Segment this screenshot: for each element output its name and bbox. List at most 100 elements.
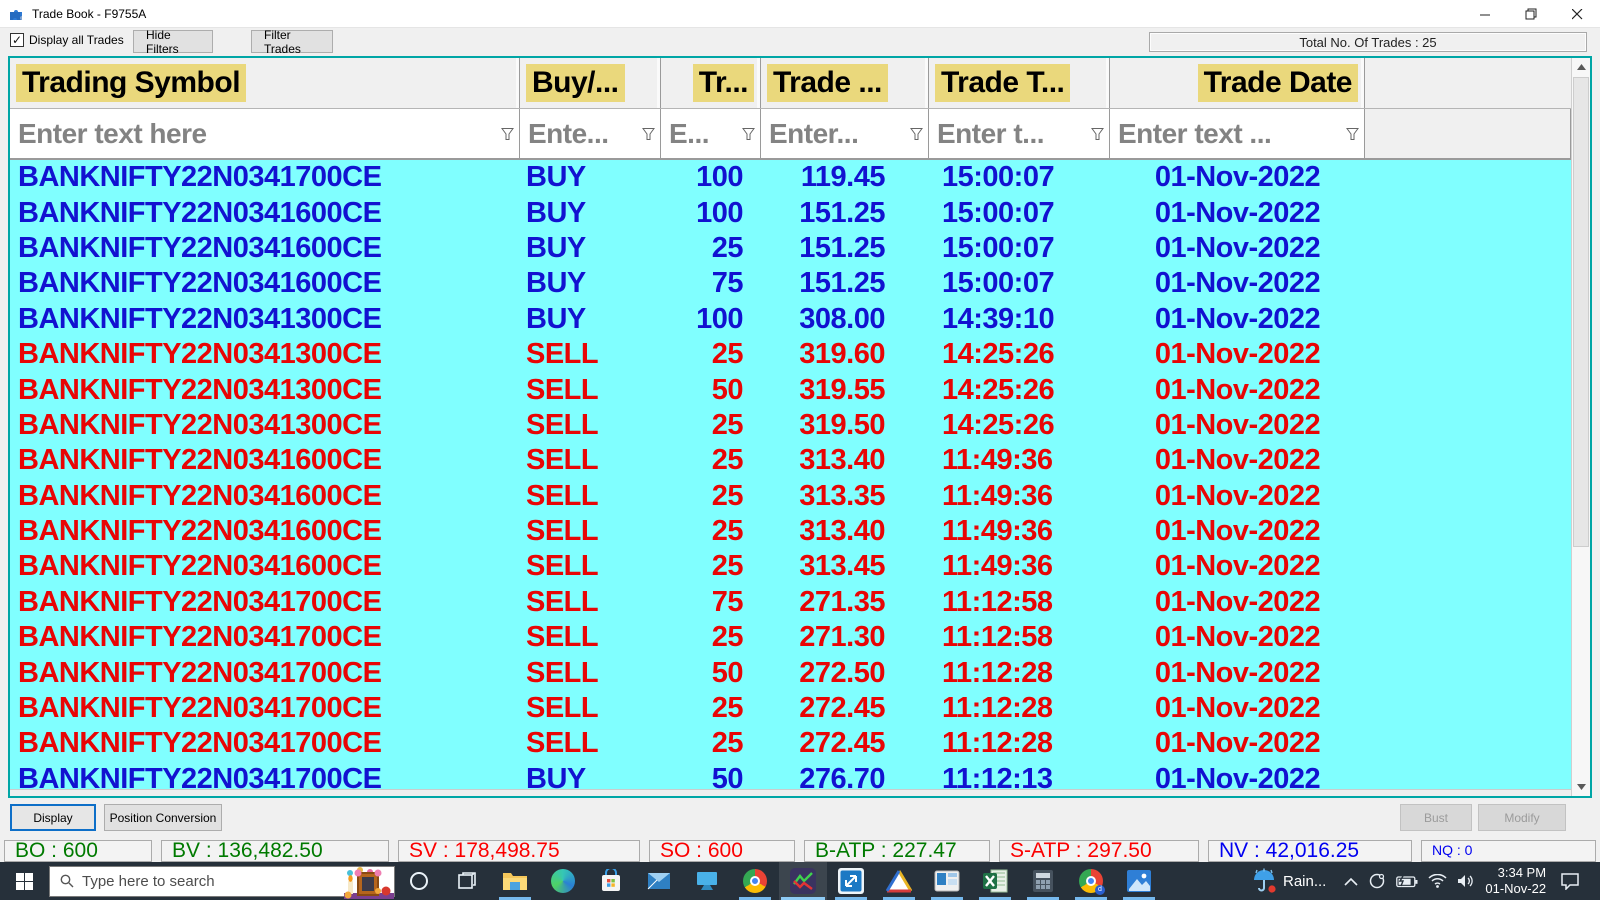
trade-row[interactable]: BANKNIFTY22N0341700CE SELL 50 272.50 11:12:2…	[10, 655, 1571, 690]
checkbox-checkmark-icon[interactable]: ✓	[10, 33, 24, 47]
column-header-6[interactable]: Trade Date	[1110, 58, 1365, 108]
filter-input-5[interactable]: Enter t...	[929, 109, 1110, 158]
trading-app-button[interactable]	[779, 862, 827, 900]
action-center-icon[interactable]	[1560, 872, 1580, 890]
cell-side: BUY	[526, 196, 586, 229]
cell-price: 272.45	[799, 727, 885, 760]
cell-qty: 25	[711, 408, 744, 441]
cortana-button[interactable]	[395, 862, 443, 900]
teams-tray-icon[interactable]	[1368, 872, 1386, 890]
status-bar: BO : 600 BV : 136,482.50 SV : 178,498.75 SO…	[0, 840, 1600, 862]
volume-tray-icon[interactable]	[1457, 874, 1475, 888]
vertical-scrollbar[interactable]	[1571, 58, 1590, 796]
trade-row[interactable]: BANKNIFTY22N0341600CE SELL 25 313.35 11:49:3…	[10, 479, 1571, 514]
filter-cell-empty	[1365, 109, 1571, 158]
triangle-prism-icon	[886, 870, 912, 893]
filter-funnel-icon[interactable]	[1346, 127, 1359, 140]
start-button[interactable]	[0, 862, 48, 900]
trade-row[interactable]: BANKNIFTY22N0341600CE SELL 25 313.40 11:49:3…	[10, 514, 1571, 549]
chrome-secondary-button[interactable]: d	[1067, 862, 1115, 900]
window-app-icon	[934, 870, 960, 892]
trade-row[interactable]: BANKNIFTY22N0341700CE BUY 100 119.45 15:00:0…	[10, 160, 1571, 195]
filter-input-6[interactable]: Enter text ...	[1110, 109, 1365, 158]
cell-date: 01-Nov-2022	[1154, 302, 1321, 335]
chrome-button[interactable]	[731, 862, 779, 900]
filter-placeholder: E...	[669, 117, 710, 149]
task-view-button[interactable]	[443, 862, 491, 900]
modify-button[interactable]: Modify	[1478, 804, 1566, 831]
trade-row[interactable]: BANKNIFTY22N0341600CE BUY 25 151.25 15:00:07…	[10, 231, 1571, 266]
trade-row[interactable]: BANKNIFTY22N0341600CE SELL 25 313.45 11:49:3…	[10, 549, 1571, 584]
filter-funnel-icon[interactable]	[1091, 127, 1104, 140]
tray-chevron-icon[interactable]	[1344, 877, 1358, 886]
minimize-button[interactable]	[1462, 0, 1508, 28]
cell-side: BUY	[526, 231, 586, 264]
filter-funnel-icon[interactable]	[501, 127, 514, 140]
file-explorer-button[interactable]	[491, 862, 539, 900]
cell-symbol: BANKNIFTY22N0341600CE	[18, 444, 382, 477]
close-button[interactable]	[1554, 0, 1600, 28]
window-app-button[interactable]	[923, 862, 971, 900]
this-pc-button[interactable]	[683, 862, 731, 900]
column-header-2[interactable]: Buy/...	[520, 58, 661, 108]
column-header-3[interactable]: Tr...	[661, 58, 761, 108]
edge-button[interactable]	[539, 862, 587, 900]
restore-button[interactable]	[1508, 0, 1554, 28]
cell-price: 151.25	[799, 267, 885, 300]
trade-row[interactable]: BANKNIFTY22N0341300CE SELL 25 319.50 14:25:2…	[10, 408, 1571, 443]
position-conversion-button[interactable]: Position Conversion	[104, 804, 222, 831]
filter-input-1[interactable]: Enter text here	[10, 109, 520, 158]
photos-button[interactable]	[1115, 862, 1163, 900]
trade-row[interactable]: BANKNIFTY22N0341600CE BUY 75 151.25 15:00:07…	[10, 266, 1571, 301]
hide-filters-button[interactable]: Hide Filters	[133, 28, 213, 56]
wifi-tray-icon[interactable]	[1428, 874, 1447, 888]
filter-funnel-icon[interactable]	[910, 127, 923, 140]
filter-trades-button[interactable]: Filter Trades	[251, 28, 333, 56]
status-segment-1: BO : 600	[4, 840, 152, 862]
cell-time: 11:12:28	[942, 692, 1053, 725]
trade-row[interactable]: BANKNIFTY22N0341300CE SELL 50 319.55 14:25:2…	[10, 372, 1571, 407]
excel-button[interactable]	[971, 862, 1019, 900]
trading-app-icon	[790, 868, 816, 894]
trade-row[interactable]: BANKNIFTY22N0341700CE SELL 25 272.45 11:12:2…	[10, 726, 1571, 761]
filter-input-2[interactable]: Ente...	[520, 109, 661, 158]
display-all-trades-checkbox[interactable]: ✓ Display all Trades	[10, 33, 124, 47]
trade-row[interactable]: BANKNIFTY22N0341700CE SELL 25 272.45 11:12:2…	[10, 691, 1571, 726]
filter-funnel-icon[interactable]	[742, 127, 755, 140]
cell-qty: 50	[711, 373, 744, 406]
remote-desktop-button[interactable]	[827, 862, 875, 900]
trade-row[interactable]: BANKNIFTY22N0341600CE SELL 25 313.40 11:49:3…	[10, 443, 1571, 478]
cell-symbol: BANKNIFTY22N0341700CE	[18, 692, 382, 725]
scroll-up-icon[interactable]	[1572, 58, 1590, 76]
status-segment-3: SV : 178,498.75	[398, 840, 640, 862]
scrollbar-thumb[interactable]	[1573, 77, 1589, 547]
cell-symbol: BANKNIFTY22N0341300CE	[18, 302, 382, 335]
scroll-down-icon[interactable]	[1572, 778, 1590, 796]
column-header-4[interactable]: Trade ...	[761, 58, 929, 108]
trade-row[interactable]: BANKNIFTY22N0341300CE SELL 25 319.60 14:25:2…	[10, 337, 1571, 372]
anydesk-like-button[interactable]	[875, 862, 923, 900]
taskbar-clock[interactable]: 3:34 PM 01-Nov-22	[1485, 865, 1546, 898]
taskbar-weather-widget[interactable]: Rain...	[1251, 868, 1326, 894]
filter-input-3[interactable]: E...	[661, 109, 761, 158]
filter-input-4[interactable]: Enter...	[761, 109, 929, 158]
cell-date: 01-Nov-2022	[1154, 338, 1321, 371]
trade-row[interactable]: BANKNIFTY22N0341700CE BUY 50 276.70 11:12:13…	[10, 762, 1571, 789]
taskbar-search-input[interactable]: Type here to search	[49, 865, 395, 899]
cell-side: SELL	[526, 479, 599, 512]
horizontal-scroll-strip[interactable]	[10, 789, 1571, 796]
column-header-1[interactable]: Trading Symbol	[10, 58, 520, 108]
filter-funnel-icon[interactable]	[642, 127, 655, 140]
battery-tray-icon[interactable]	[1396, 875, 1418, 888]
trade-row[interactable]: BANKNIFTY22N0341300CE BUY 100 308.00 14:39:1…	[10, 302, 1571, 337]
trade-row[interactable]: BANKNIFTY22N0341600CE BUY 100 151.25 15:00:0…	[10, 195, 1571, 230]
column-header-5[interactable]: Trade T...	[929, 58, 1110, 108]
display-button[interactable]: Display	[10, 804, 96, 831]
microsoft-store-button[interactable]	[587, 862, 635, 900]
bust-button[interactable]: Bust	[1400, 804, 1472, 831]
mail-button[interactable]	[635, 862, 683, 900]
trade-row[interactable]: BANKNIFTY22N0341700CE SELL 25 271.30 11:12:5…	[10, 620, 1571, 655]
trade-grid-body: BANKNIFTY22N0341700CE BUY 100 119.45 15:00:0…	[10, 160, 1571, 789]
trade-row[interactable]: BANKNIFTY22N0341700CE SELL 75 271.35 11:12:5…	[10, 585, 1571, 620]
calculator-button[interactable]	[1019, 862, 1067, 900]
